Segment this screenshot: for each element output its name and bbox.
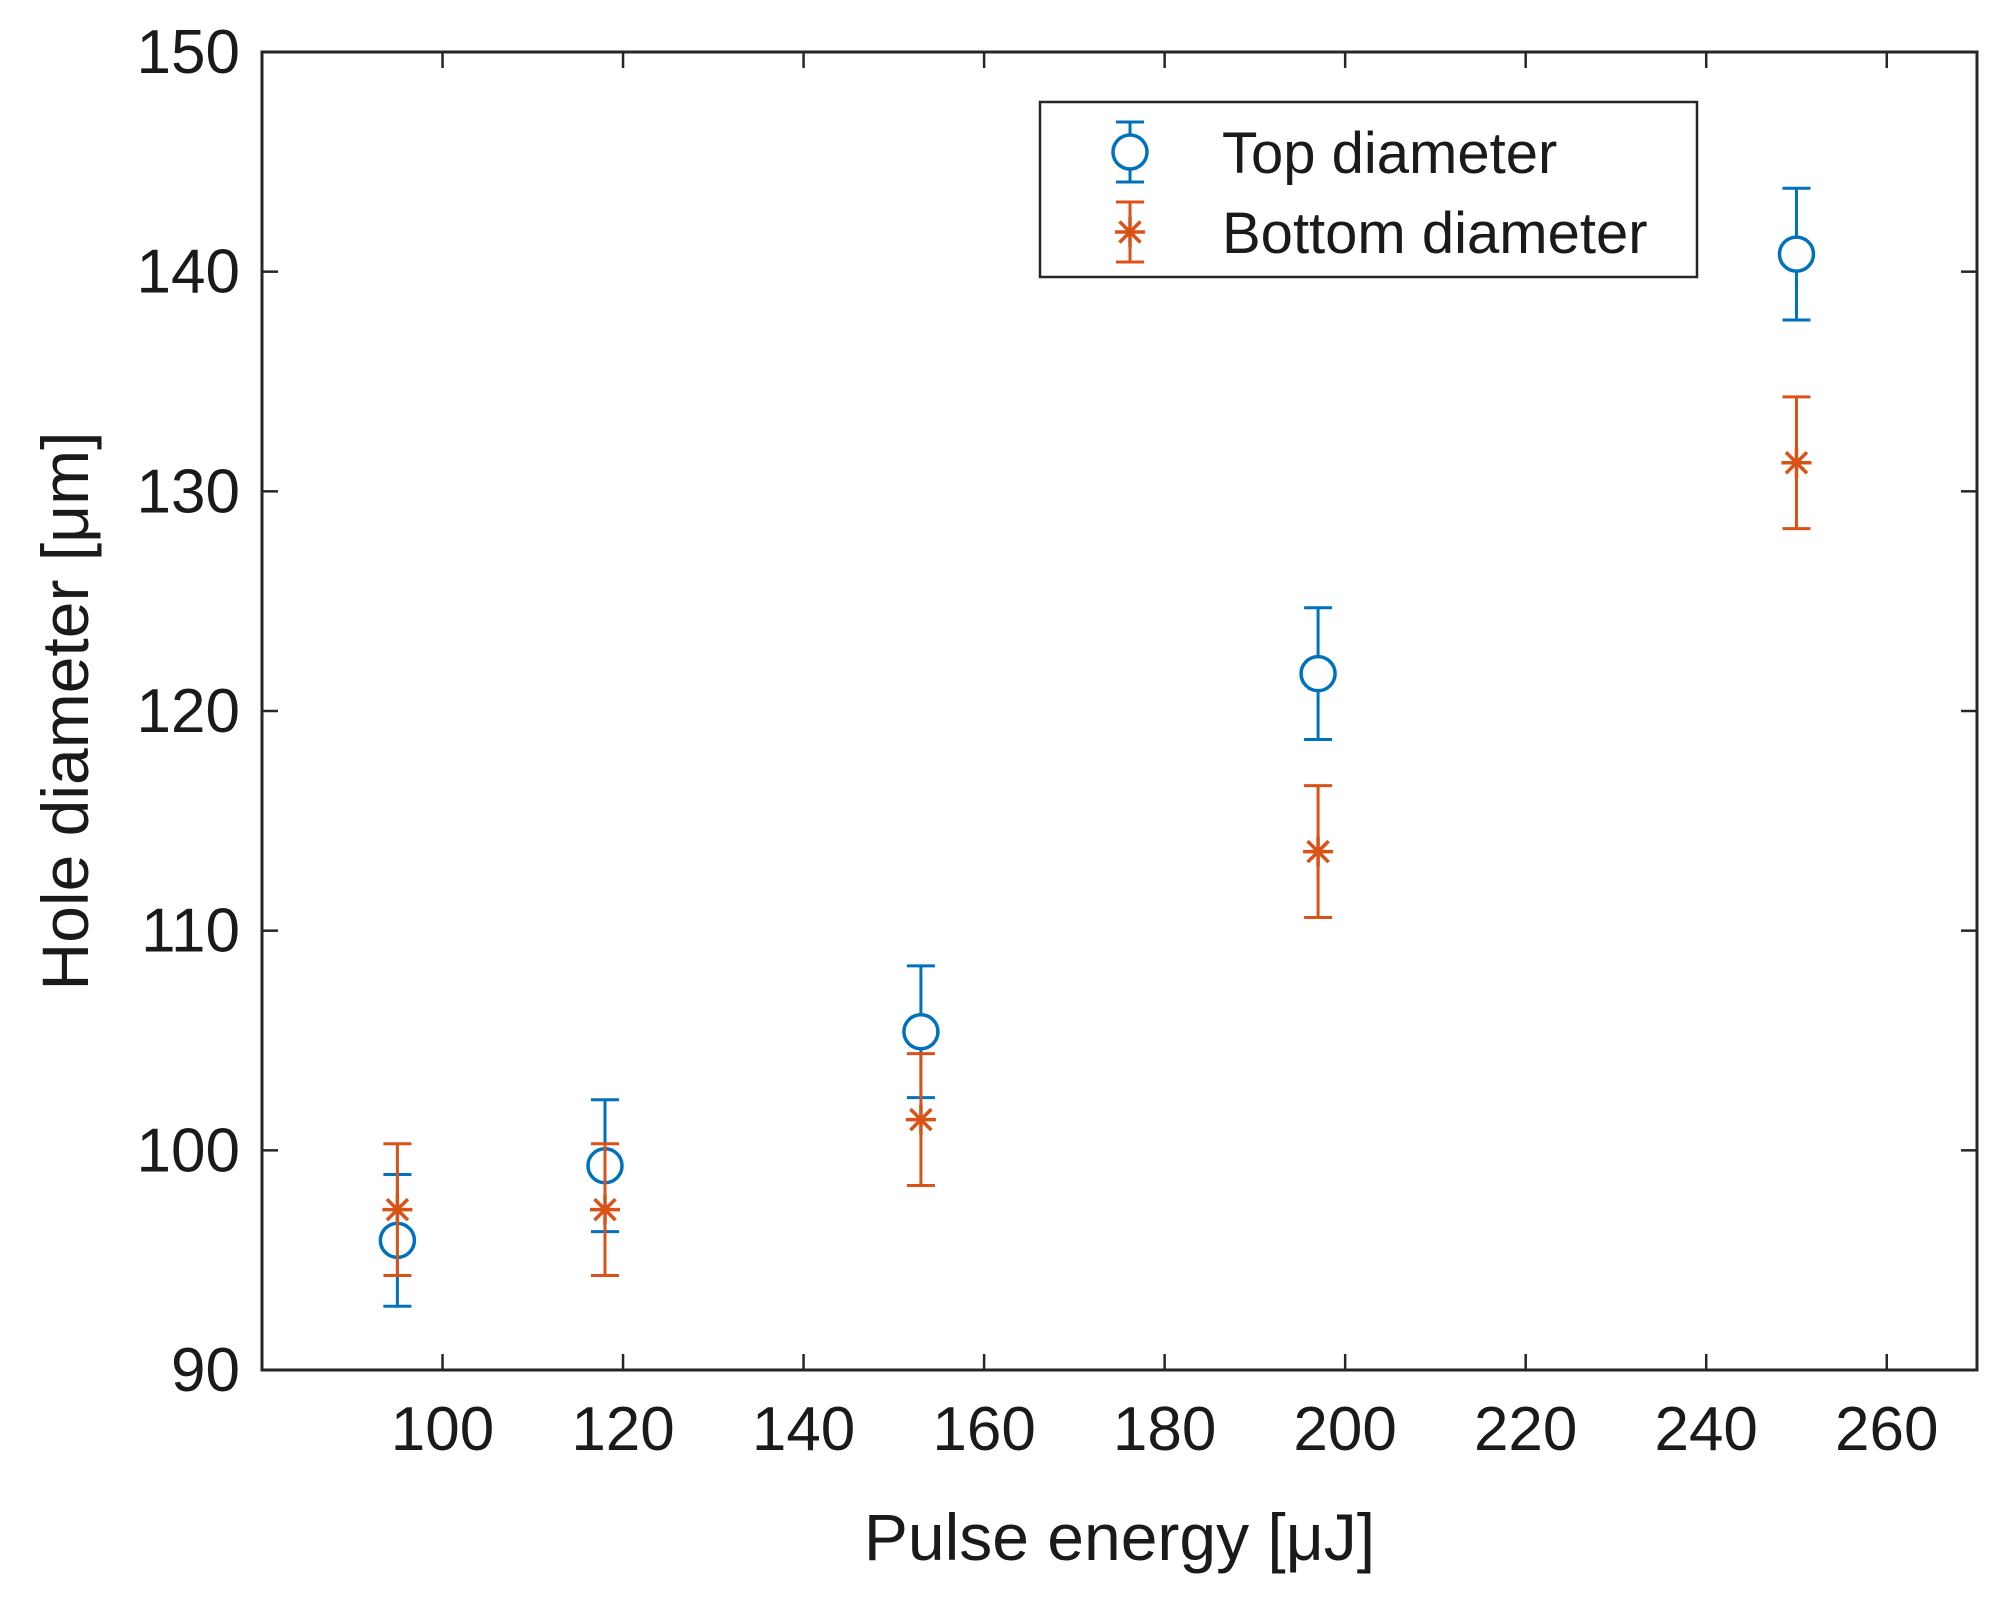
marker-circle (1777, 235, 1816, 273)
data-point (905, 1052, 936, 1187)
y-tick-label: 120 (137, 677, 240, 746)
x-tick-label: 140 (752, 1395, 855, 1464)
legend-label-top-diameter: Top diameter (1222, 121, 1557, 186)
y-tick-label: 140 (137, 238, 240, 307)
data-point (1303, 784, 1334, 919)
x-tick-label: 180 (1113, 1395, 1216, 1464)
marker-asterisk (1781, 447, 1812, 478)
data-point (1777, 186, 1816, 322)
marker-circle (902, 1012, 940, 1051)
data-point (1299, 606, 1337, 742)
x-tick-label: 160 (932, 1395, 1035, 1464)
marker-asterisk (905, 1104, 936, 1135)
data-layer (378, 186, 1816, 1308)
legend-label-bottom-diameter: Bottom diameter (1222, 201, 1648, 266)
y-tick-label: 130 (137, 457, 240, 526)
x-tick-label: 220 (1474, 1395, 1577, 1464)
legend-marker-top-diameter (1111, 120, 1149, 184)
plot-frame (260, 50, 1979, 1372)
marker-asterisk (382, 1194, 413, 1225)
x-axis-label: Pulse energy [μJ] (864, 1500, 1375, 1574)
x-tick-label: 240 (1654, 1395, 1757, 1464)
x-tick-label: 260 (1835, 1395, 1938, 1464)
data-point (382, 1142, 413, 1278)
x-tick-label: 200 (1293, 1395, 1396, 1464)
y-axis-label: Hole diameter [μm] (28, 432, 102, 991)
data-point (1781, 395, 1812, 531)
legend-entry-top: Top diameter (1111, 120, 1557, 186)
ticks-layer: 100 120 140 160 180 200 220 240 260 90 100 110 120 13… (137, 18, 1977, 1464)
y-tick-label: 110 (141, 897, 240, 966)
marker-asterisk (1115, 217, 1145, 247)
y-tick-label: 150 (137, 18, 240, 87)
legend-marker-bottom-diameter (1115, 200, 1145, 264)
legend-entry-bottom: Bottom diameter (1115, 200, 1648, 266)
y-tick-label: 90 (171, 1336, 240, 1405)
marker-circle (1299, 654, 1337, 693)
x-tick-label: 100 (391, 1395, 494, 1464)
marker-asterisk (1303, 836, 1334, 867)
marker-asterisk (590, 1194, 620, 1225)
data-point (590, 1142, 620, 1278)
marker-circle (1111, 133, 1149, 171)
legend: Top diameter Bottom diameter (1038, 100, 1699, 279)
legend-box (1038, 100, 1699, 279)
series-bottom-diameter (382, 395, 1812, 1278)
y-tick-label: 100 (137, 1116, 240, 1185)
x-tick-label: 120 (571, 1395, 674, 1464)
